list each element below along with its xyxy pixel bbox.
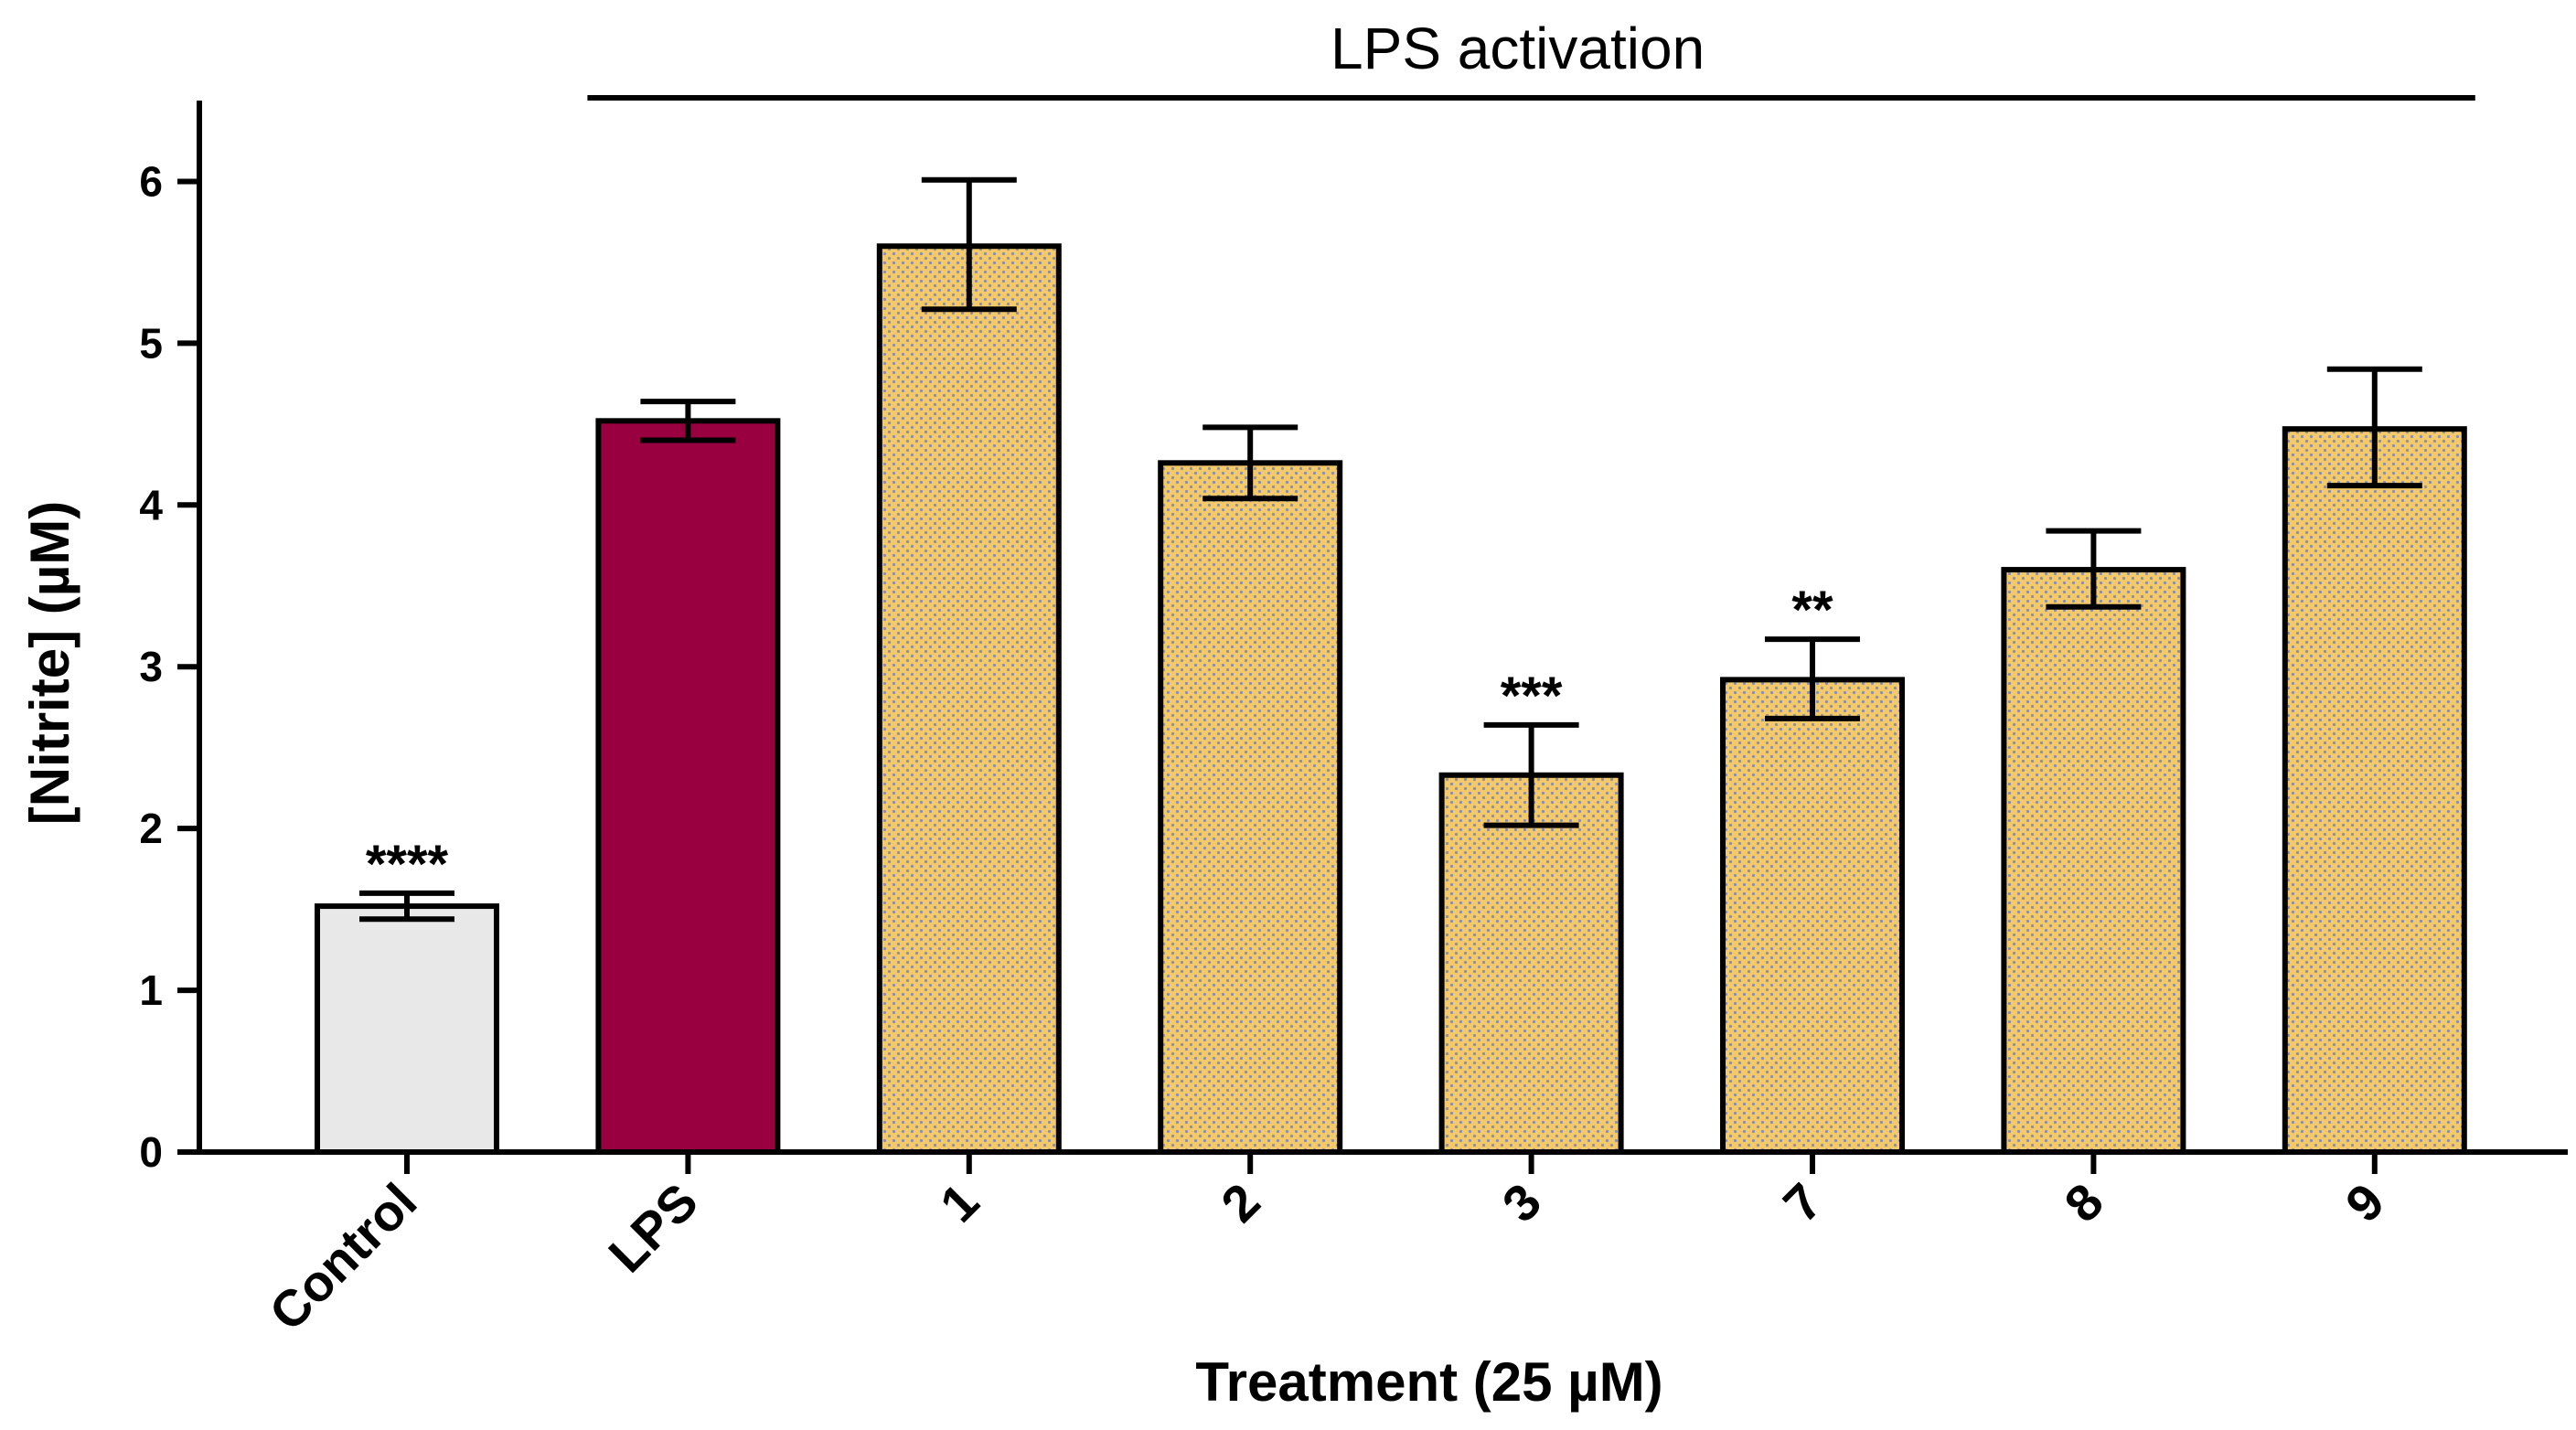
y-tick-label: 4 — [139, 481, 163, 528]
x-tick-label: LPS — [597, 1172, 709, 1284]
x-ticks: Control LPS 1 2 3 7 8 9 — [258, 1152, 2395, 1341]
bar — [876, 243, 1062, 1155]
group-header-label: LPS activation — [1331, 16, 1705, 81]
significance-label: ** — [1791, 581, 1833, 640]
y-tick-label: 1 — [139, 966, 163, 1014]
significance-label: *** — [1501, 667, 1563, 726]
x-tick-label: 3 — [1491, 1172, 1553, 1233]
y-tick-label: 3 — [139, 643, 163, 690]
y-axis-title: [Nitrite] (µM) — [19, 501, 80, 826]
group-header: LPS activation — [587, 16, 2475, 101]
y-tick-label: 6 — [139, 157, 163, 205]
x-tick-label: 1 — [929, 1172, 990, 1233]
x-axis-title: Treatment (25 µM) — [1195, 1351, 1662, 1413]
y-tick-label: 0 — [139, 1128, 163, 1176]
x-tick-label: Control — [258, 1172, 427, 1341]
x-tick-label: 8 — [2053, 1172, 2114, 1233]
x-tick-label: 9 — [2335, 1172, 2396, 1233]
significance-label: **** — [366, 835, 449, 894]
significance-labels: ********* — [366, 581, 1833, 894]
bar — [2001, 567, 2186, 1155]
bar — [1158, 460, 1343, 1155]
y-tick-label: 2 — [139, 805, 163, 852]
y-ticks: 0 1 2 3 4 5 6 — [139, 157, 199, 1176]
bar — [315, 903, 499, 1155]
bar — [1720, 677, 1905, 1155]
y-axis: 0 1 2 3 4 5 6 — [139, 101, 202, 1176]
y-tick-label: 5 — [139, 319, 163, 367]
bar-series — [315, 243, 2467, 1155]
x-axis: Control LPS 1 2 3 7 8 9 — [197, 1149, 2568, 1341]
error-bar-series — [359, 176, 2422, 923]
bar — [2282, 426, 2467, 1155]
x-tick-label: 2 — [1210, 1172, 1271, 1233]
x-tick-label: 7 — [1772, 1172, 1833, 1233]
bar — [1438, 772, 1624, 1155]
bar — [595, 418, 781, 1155]
